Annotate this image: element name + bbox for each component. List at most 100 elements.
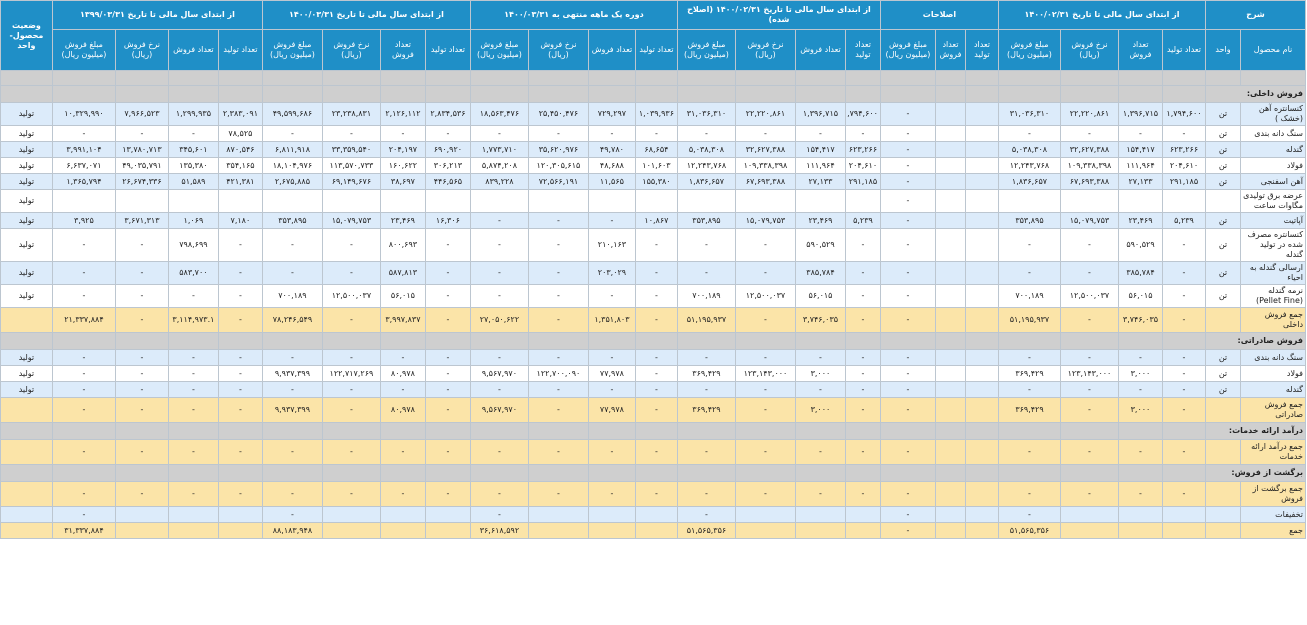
cell: ۳,۹۹۱,۱۰۴	[51, 141, 116, 158]
cell: -	[114, 125, 169, 142]
cell	[934, 212, 966, 229]
cell: ۹,۵۶۷,۹۷۰	[469, 397, 529, 423]
cell: تن	[1204, 349, 1242, 366]
cell: ۱,۲۹۹,۹۳۵	[167, 102, 219, 126]
cell: ۲۰۳,۰۲۹	[587, 261, 636, 285]
cell: ۲,۶۷۵,۸۸۵	[261, 173, 323, 190]
subheader-row: نام محصول واحد تعداد تولید تعداد فروش نرخ فر…	[0, 29, 1306, 71]
cell: ۲۷,۰۵۰,۶۲۲	[469, 307, 529, 333]
cell: -	[634, 397, 678, 423]
cell: ۳,۷۴۶,۰۳۵	[1117, 307, 1163, 333]
cell	[0, 397, 53, 423]
cell: -	[1161, 125, 1206, 142]
cell: ۹,۹۳۷,۳۹۹	[261, 365, 323, 382]
cell	[527, 522, 589, 539]
cell	[934, 481, 966, 507]
cell: ۱۱۱,۹۶۴	[794, 157, 846, 174]
cell: -	[676, 125, 736, 142]
cell	[0, 439, 53, 465]
table-row: جمع ۵۱,۵۶۵,۳۵۶ - ۵۱,۵۶۵,۳۵۶ ۳۶,۶۱۸,۵۹۲ ۸۸,۱۸۳…	[0, 522, 1306, 539]
cell	[844, 70, 881, 86]
cell	[114, 464, 169, 482]
cell: -	[1161, 228, 1206, 262]
cell: ۷۸,۲۴۶,۵۴۹	[261, 307, 323, 333]
cell	[934, 365, 966, 382]
cell: -	[114, 439, 169, 465]
cell	[167, 422, 219, 440]
cell: تولید	[0, 157, 53, 174]
cell	[934, 189, 966, 213]
cell: ۳,۰۰۰	[794, 365, 846, 382]
cell	[1117, 70, 1163, 86]
table-row: آهن اسفنجی تن ۲۹۱,۱۸۵ ۲۷,۱۳۳ ۶۷,۶۹۳,۳۸۸ ۱,۸۳۶…	[0, 173, 1306, 190]
cell: -	[1161, 307, 1206, 333]
cell: -	[1059, 349, 1119, 366]
cell	[0, 85, 53, 103]
cell	[879, 422, 936, 440]
cell: ۷۰۰,۱۸۹	[997, 284, 1061, 308]
cell: ۱۳,۷۸۰,۷۱۳	[114, 141, 169, 158]
cell	[527, 70, 589, 86]
column-header: مبلغ فروش (میلیون ریال)	[261, 29, 323, 71]
cell: -	[676, 506, 736, 523]
cell	[424, 189, 471, 213]
cell: ۱۵۴,۴۱۷	[794, 141, 846, 158]
cell: تن	[1204, 261, 1242, 285]
cell	[424, 422, 471, 440]
cell: ۱,۷۷۳,۷۱۰	[469, 141, 529, 158]
cell: -	[587, 481, 636, 507]
cell: ۱۲۲,۷۰۰,۰۹۰	[527, 365, 589, 382]
cell: -	[734, 381, 796, 398]
row-label: جمع برگشت از فروش	[1240, 481, 1306, 507]
cell: -	[794, 439, 846, 465]
cell: ۱۸,۵۶۳,۴۷۶	[469, 102, 529, 126]
cell: ۱۰۹,۳۳۸,۳۹۸	[1059, 157, 1119, 174]
cell	[424, 332, 471, 350]
cell	[879, 85, 936, 103]
cell: ۱,۷۹۴,۶۰۰	[1161, 102, 1206, 126]
cell: تولید	[0, 212, 53, 229]
cell: -	[379, 439, 426, 465]
cell	[1240, 70, 1306, 86]
cell	[424, 464, 471, 482]
cell	[469, 464, 529, 482]
cell	[964, 85, 999, 103]
cell: -	[879, 212, 936, 229]
cell	[1059, 522, 1119, 539]
cell: -	[879, 481, 936, 507]
cell: -	[676, 349, 736, 366]
header-cell: از ابتدای سال مالی تا تاریخ ۱۴۰۰/۰۲/۳۱ (…	[676, 0, 881, 30]
row-label: نرمه گندله (Pellet Fine)	[1240, 284, 1306, 308]
cell	[1059, 506, 1119, 523]
cell: -	[114, 307, 169, 333]
cell	[844, 189, 881, 213]
cell: ۳۵,۶۲۰,۹۷۶	[527, 141, 589, 158]
cell: ۵۹۰,۵۲۹	[1117, 228, 1163, 262]
cell	[676, 332, 736, 350]
cell: -	[321, 397, 381, 423]
table-row: نرمه گندله (Pellet Fine) تن -۵۶,۰۱۵ ۱۲,۵۰۰,…	[0, 284, 1306, 308]
cell: -	[844, 365, 881, 382]
cell: -	[379, 125, 426, 142]
cell: -	[527, 125, 589, 142]
section-title: فروش صادراتی:	[1204, 332, 1307, 350]
cell: -	[997, 481, 1061, 507]
cell	[934, 284, 966, 308]
cell: ۵,۰۳۸,۳۰۸	[676, 141, 736, 158]
cell	[1204, 481, 1242, 507]
cell: -	[587, 284, 636, 308]
header-cell: شرح	[1204, 0, 1307, 30]
cell: تولید	[0, 261, 53, 285]
column-header: تعداد تولید	[634, 29, 678, 71]
cell	[676, 422, 736, 440]
row-label: جمع درآمد ارائه خدمات	[1240, 439, 1306, 465]
cell	[934, 125, 966, 142]
cell: -	[424, 349, 471, 366]
cell: -	[424, 284, 471, 308]
cell	[676, 464, 736, 482]
cell	[1117, 332, 1163, 350]
cell: -	[261, 261, 323, 285]
cell: ۳,۰۰۰	[794, 397, 846, 423]
cell: -	[114, 349, 169, 366]
cell: -	[261, 381, 323, 398]
